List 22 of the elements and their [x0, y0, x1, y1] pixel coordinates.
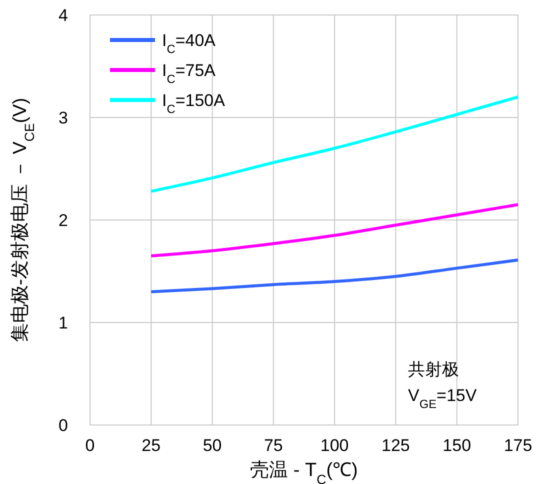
x-tick-label: 50 [202, 436, 222, 455]
annotation: 共射极 [408, 360, 459, 379]
x-tick-label: 0 [85, 436, 95, 455]
line-series [150, 258, 520, 294]
y-tick-label: 1 [58, 314, 68, 332]
line-series [150, 96, 520, 193]
x-axis-title: 壳温 - T$_{C}$(℃) [250, 460, 358, 484]
x-tick-label: 100 [320, 436, 349, 455]
x-tick-label: 75 [264, 436, 283, 455]
y-tick-label: 0 [58, 416, 68, 435]
y-tick-label: 4 [58, 6, 68, 25]
legend-label: I$_{C}$=150A [162, 91, 226, 116]
x-tick-label: 150 [442, 436, 472, 455]
legend-label: I$_{C}$=75A [162, 61, 216, 86]
y-tick-label: 3 [58, 108, 68, 128]
legend-label: I$_{C}$=40A [162, 31, 216, 56]
y-tick-label: 2 [58, 211, 68, 230]
x-tick-label: 25 [142, 436, 161, 455]
annotation: V$_{GE}$=15V [408, 386, 478, 411]
x-tick-label: 175 [504, 436, 532, 455]
x-tick-label: 125 [382, 436, 410, 455]
line-series [150, 203, 520, 258]
